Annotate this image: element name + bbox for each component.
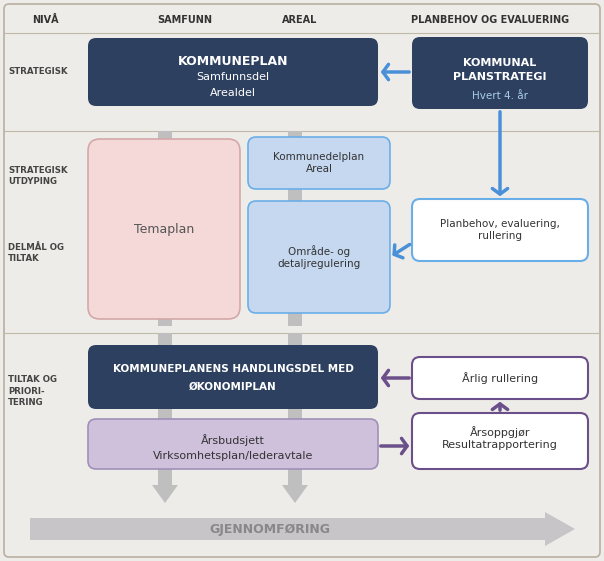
Text: TILTAK OG
PRIORI-
TERING: TILTAK OG PRIORI- TERING	[8, 375, 57, 407]
Polygon shape	[152, 485, 178, 503]
Text: Årsbudsjett: Årsbudsjett	[201, 434, 265, 446]
FancyBboxPatch shape	[412, 357, 588, 399]
Text: Årsoppgjør
Resultatrapportering: Årsoppgjør Resultatrapportering	[442, 426, 558, 450]
Text: SAMFUNN: SAMFUNN	[158, 15, 213, 25]
Text: Område- og
detaljregulering: Område- og detaljregulering	[277, 245, 361, 269]
Text: PLANBEHOV OG EVALUERING: PLANBEHOV OG EVALUERING	[411, 15, 569, 25]
Text: Temaplan: Temaplan	[134, 223, 194, 236]
FancyBboxPatch shape	[88, 38, 378, 106]
Bar	[288, 333, 302, 469]
Text: GJENNOMFØRING: GJENNOMFØRING	[210, 522, 330, 536]
Bar	[288, 469, 302, 485]
Bar	[288, 41, 302, 101]
Text: STRATEGISK
UTDYPING: STRATEGISK UTDYPING	[8, 165, 68, 186]
FancyBboxPatch shape	[412, 413, 588, 469]
Bar	[158, 333, 172, 469]
FancyBboxPatch shape	[248, 201, 390, 313]
FancyBboxPatch shape	[88, 139, 240, 319]
Text: KOMMUNEPLANENS HANDLINGSDEL MED: KOMMUNEPLANENS HANDLINGSDEL MED	[112, 364, 353, 374]
Text: Planbehov, evaluering,
rullering: Planbehov, evaluering, rullering	[440, 219, 560, 241]
FancyBboxPatch shape	[88, 345, 378, 409]
FancyBboxPatch shape	[412, 37, 588, 109]
Text: PLANSTRATEGI: PLANSTRATEGI	[453, 72, 547, 82]
Text: NIVÅ: NIVÅ	[31, 15, 59, 25]
Text: KOMMUNAL: KOMMUNAL	[463, 58, 536, 68]
Text: DELMÅL OG
TILTAK: DELMÅL OG TILTAK	[8, 242, 64, 264]
Text: Samfunnsdel: Samfunnsdel	[196, 72, 269, 82]
Polygon shape	[282, 485, 308, 503]
Text: ØKONOMIPLAN: ØKONOMIPLAN	[189, 382, 277, 392]
FancyBboxPatch shape	[248, 137, 390, 189]
Text: Kommunedelplan
Areal: Kommunedelplan Areal	[274, 152, 365, 174]
Text: AREAL: AREAL	[282, 15, 318, 25]
Bar	[288, 131, 302, 326]
Text: STRATEGISK: STRATEGISK	[8, 67, 68, 76]
Text: Arealdel: Arealdel	[210, 88, 256, 98]
FancyBboxPatch shape	[4, 4, 600, 557]
Text: KOMMUNEPLAN: KOMMUNEPLAN	[178, 54, 288, 67]
FancyBboxPatch shape	[412, 199, 588, 261]
Bar	[158, 131, 172, 326]
FancyBboxPatch shape	[88, 419, 378, 469]
Bar	[30, 518, 545, 540]
Bar	[158, 41, 172, 101]
Polygon shape	[545, 512, 575, 546]
Text: Virksomhetsplan/lederavtale: Virksomhetsplan/lederavtale	[153, 451, 313, 461]
Text: Hvert 4. år: Hvert 4. år	[472, 91, 528, 101]
Text: Årlig rullering: Årlig rullering	[462, 372, 538, 384]
Bar	[158, 469, 172, 485]
